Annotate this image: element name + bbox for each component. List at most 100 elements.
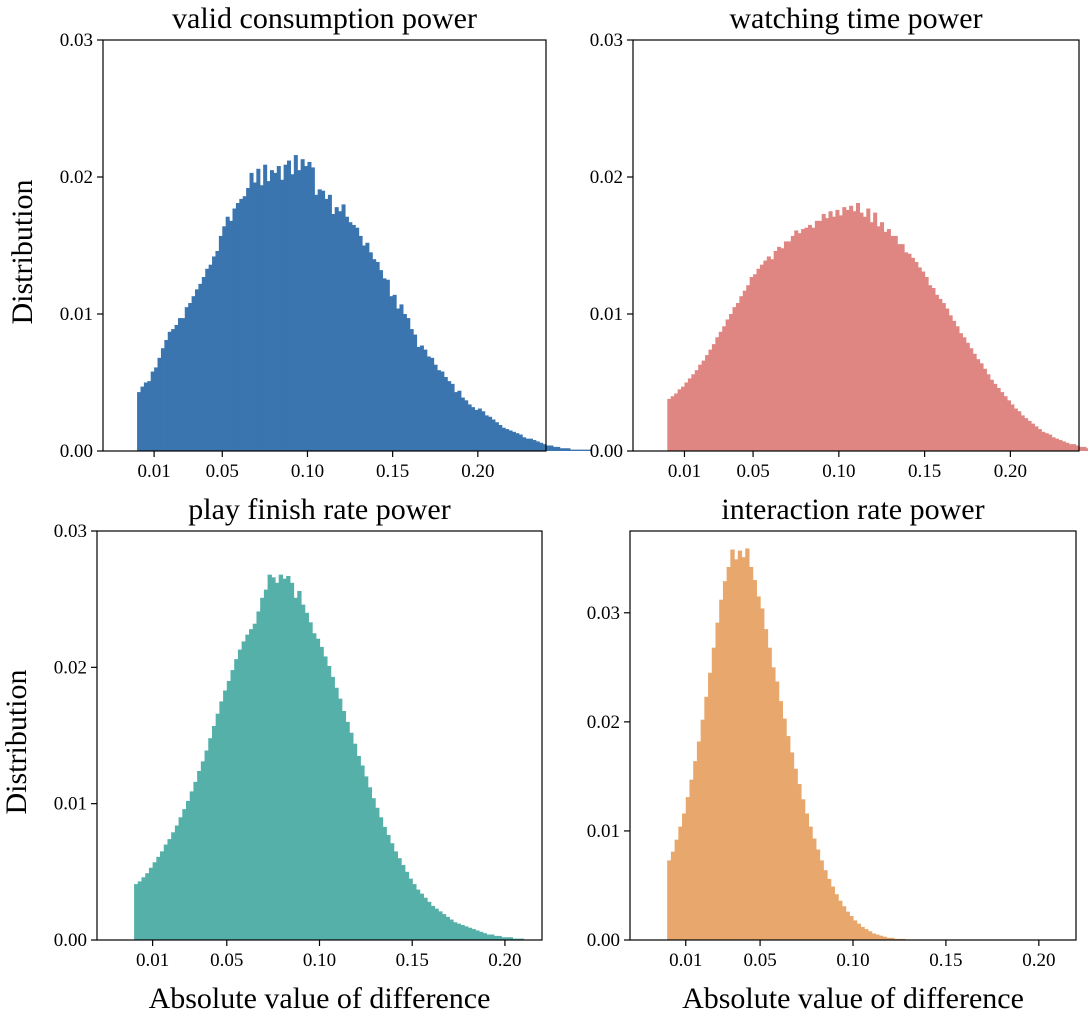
histogram-bar [696,741,702,940]
histogram-bar [471,407,476,451]
histogram-bar [269,170,274,451]
histogram-bar [849,916,854,940]
histogram-bar [1017,411,1022,451]
histogram-bar [879,935,884,940]
histogram-bar [493,935,499,940]
histogram-bar [326,665,332,940]
histogram-bar [1020,415,1025,451]
histogram-bar [427,901,432,940]
histogram-bar [416,346,421,451]
histogram-bar [701,360,706,451]
histogram-bar [1034,426,1039,451]
histogram-bar [433,364,438,451]
histogram-bar [450,383,455,451]
histogram-bar [532,440,537,451]
histogram-bar [419,893,424,940]
histogram-bar [280,179,285,452]
histogram-bar [266,181,271,452]
histogram-bar [271,577,276,940]
histogram-bar [845,209,850,451]
histogram-bar [753,274,758,451]
histogram-bar [174,324,179,451]
x-tick-label: 0.15 [929,950,962,971]
histogram-bar [722,326,727,451]
x-tick-label: 0.20 [1022,950,1055,971]
histogram-bar [319,646,324,940]
histogram-bar [569,449,574,451]
histogram-bar [862,216,867,451]
histogram-bar [259,185,264,451]
histogram-bar [715,337,720,451]
histogram-bar [518,434,523,451]
histogram-bar [549,445,554,451]
histogram-bar [491,419,496,451]
histogram-bar [698,364,703,451]
histogram-bar [443,377,448,451]
histogram-bar [467,404,472,451]
histogram-bar [341,710,347,940]
histogram-bar [164,340,169,451]
histogram-bar [341,204,346,451]
histogram-bar [182,809,187,940]
histogram-bar [177,318,182,451]
histogram-bar [1058,440,1063,451]
histogram-bar [886,229,891,451]
histogram-bar [737,550,743,940]
histogram-bar [331,213,336,451]
histogram-bar [867,931,873,940]
histogram-bar [406,318,411,451]
histogram-bar [941,303,946,451]
histogram-bar [812,838,817,940]
histogram-bar [219,701,224,940]
histogram-bar [386,835,391,940]
histogram-bar [178,817,183,940]
histogram-bar [324,198,329,451]
histogram-bar [481,411,486,451]
histogram-bar [393,851,398,940]
x-tick-label: 0.20 [488,950,521,971]
histogram-bar [1003,396,1008,451]
histogram-bar [260,597,265,940]
x-tick-label: 0.20 [994,461,1027,482]
histogram-bar [535,441,540,451]
x-tick-label: 0.15 [908,461,941,482]
histogram-bar [515,433,520,451]
histogram-bar [486,934,491,940]
histogram-bar [1027,420,1032,451]
histogram-bar [793,768,798,940]
histogram-bar [1037,429,1042,451]
y-tick-label: 0.01 [60,304,93,325]
chart-title: watching time power [729,2,982,35]
histogram-bar [334,687,339,940]
histogram-bar [154,367,159,451]
histogram-bar [278,574,284,940]
histogram-bar [204,750,209,940]
histogram-bar [982,368,987,451]
histogram-bar [297,170,302,451]
histogram-bar [838,215,843,451]
histogram-bar [797,784,802,940]
panel-play-finish-rate-power: 0.00 0.01 0.02 0.03 0.01 0.05 0.10 0.15 0.20 play… [0,493,543,1015]
histogram-bar [718,331,723,451]
histogram-bar [860,926,865,940]
histogram-bar [426,356,431,451]
histogram-bar [212,256,217,451]
histogram-bar [191,296,196,451]
histogram-bar [842,207,847,451]
histogram-bar [137,392,142,451]
histogram-bar [693,761,698,940]
histogram-bar [752,580,757,940]
histogram-bar [528,438,533,451]
histogram-bar [917,267,922,451]
histogram-bar [402,314,407,451]
histogram-bar [789,752,795,940]
histogram-bar [825,218,830,451]
histogram-bar [304,166,309,452]
histogram-bar [226,680,232,940]
x-tick-label: 0.15 [376,461,409,482]
histogram-bar [722,581,728,940]
histogram-bar [389,843,395,940]
histogram-bar [498,424,503,451]
histogram-bar [745,548,750,940]
histogram-bar [419,345,424,451]
